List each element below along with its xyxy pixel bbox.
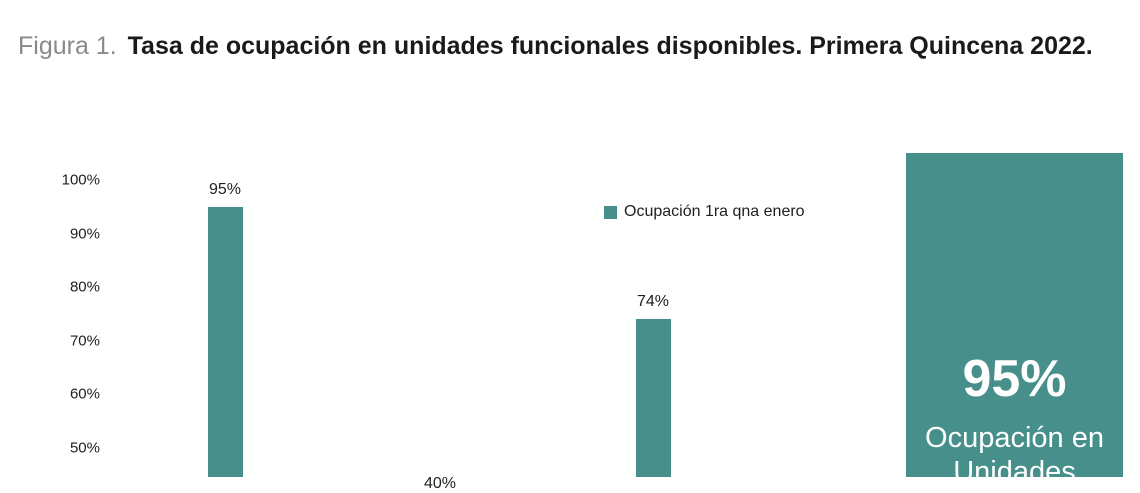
y-tick-label: 50% (69, 439, 100, 456)
legend-label: Ocupación 1ra qna enero (624, 203, 805, 220)
chart-title: Tasa de ocupación en unidades funcionale… (127, 32, 1093, 60)
y-tick-label: 90% (69, 225, 100, 242)
bar-value-label: 74% (636, 293, 670, 311)
bar-value-label: 95% (208, 180, 242, 198)
bar (207, 206, 243, 477)
legend-swatch (604, 205, 617, 219)
y-tick-label: 100% (61, 171, 100, 189)
figure-title: Figura 1. Tasa de ocupación en unidades … (18, 22, 1128, 70)
kpi-caption: Ocupación en Unidades (925, 422, 1104, 477)
y-tick-label: 80% (69, 278, 100, 296)
bar (635, 319, 671, 477)
kpi-value: 95% (962, 350, 1067, 408)
y-tick-label: 70% (69, 332, 100, 349)
chart-legend: Ocupación 1ra qna enero (604, 203, 805, 221)
bar-value-label: 40% (423, 475, 457, 492)
kpi-panel: 95% Ocupación en Unidades (906, 153, 1123, 477)
figure-label: Figura 1. (18, 32, 117, 60)
y-tick-label: 60% (69, 385, 100, 403)
